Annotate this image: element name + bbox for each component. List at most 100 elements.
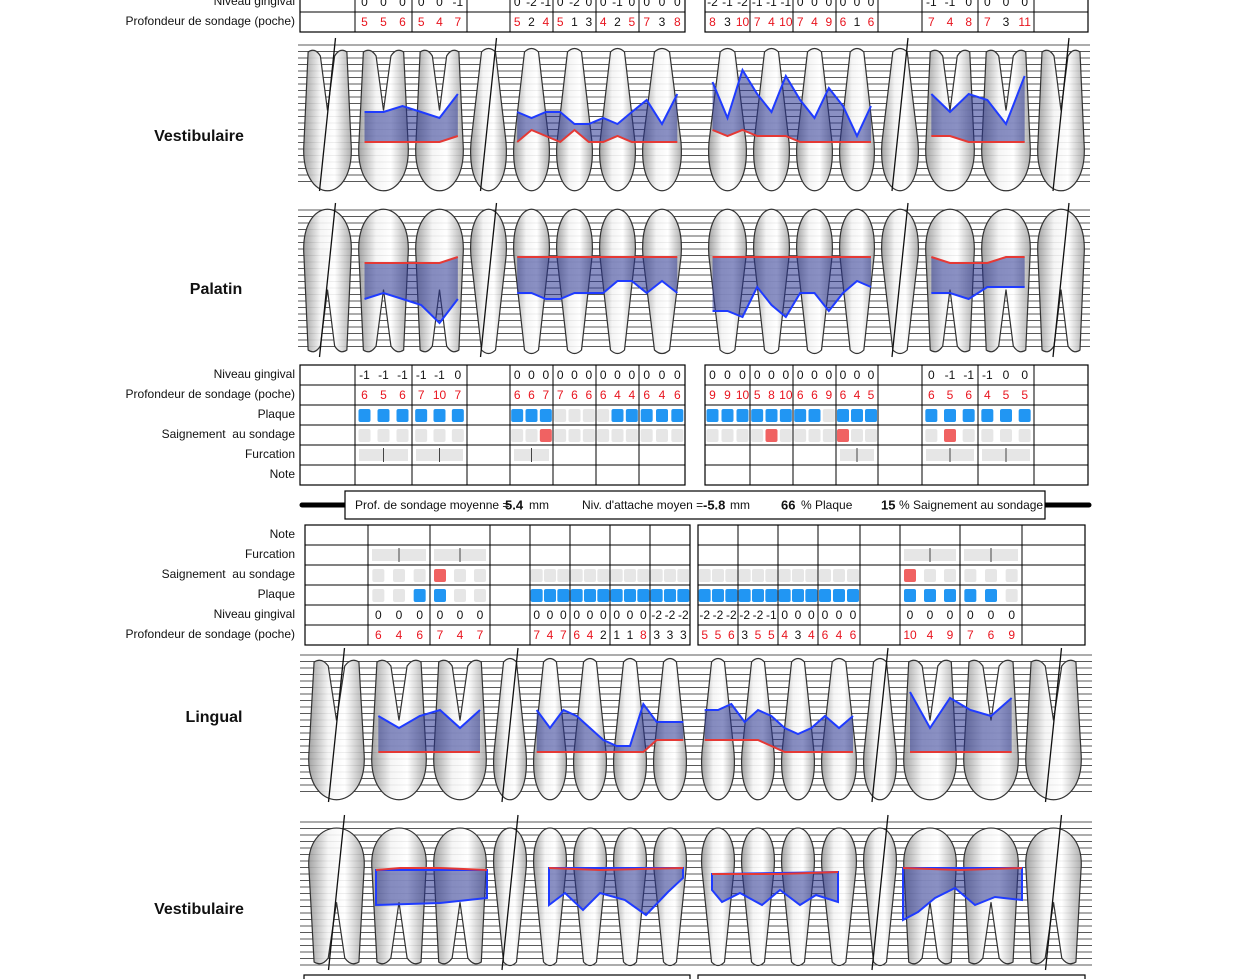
pocket-area	[931, 257, 1025, 299]
probing-depth: 7	[454, 15, 461, 29]
gingival-level: 0	[739, 368, 746, 382]
bleeding-marker	[721, 429, 734, 442]
probing-depth: 9	[724, 388, 731, 402]
gingival-line	[931, 256, 1025, 264]
bleeding-marker	[570, 569, 583, 582]
plaque-marker	[393, 589, 405, 602]
gingival-level: -1	[752, 0, 763, 9]
missing-tooth-mark	[318, 37, 337, 192]
gingival-level: 0	[600, 0, 607, 9]
probing-depth: 4	[854, 388, 861, 402]
bleeding-marker	[1000, 429, 1012, 442]
bleeding-marker	[822, 429, 835, 442]
gingival-level: 0	[514, 0, 521, 9]
row-label: Note	[270, 527, 296, 541]
probing-depth: 8	[709, 15, 716, 29]
gingival-level: 0	[585, 0, 592, 9]
row-label: Note	[270, 467, 296, 481]
missing-tooth-mark	[318, 202, 337, 358]
gingival-level: 0	[781, 608, 788, 622]
bleeding-marker	[454, 569, 466, 582]
plaque-marker	[650, 589, 663, 602]
view-label: Vestibulaire	[154, 128, 244, 145]
gingival-level: -1	[612, 0, 623, 9]
lower-vestibular-pocket	[375, 867, 1023, 922]
probing-depth: 5	[361, 15, 368, 29]
probing-depth: 6	[528, 388, 535, 402]
bleeding-marker	[925, 429, 938, 442]
probing-depth: 9	[825, 15, 832, 29]
probing-depth: 4	[947, 15, 954, 29]
gingival-level: 0	[600, 368, 607, 382]
gingival-level: 0	[613, 608, 620, 622]
probing-depth: 7	[560, 628, 567, 642]
pocket-depth-line	[535, 701, 684, 747]
bleeding-marker	[752, 569, 764, 582]
gingival-level: -1	[945, 0, 956, 9]
probing-depth: 10	[433, 388, 447, 402]
bleeding-marker	[656, 429, 668, 442]
gingival-level: 0	[1021, 368, 1028, 382]
probing-depth: 7	[533, 628, 540, 642]
plaque-marker	[794, 409, 807, 422]
tables: Niveau gingival Profondeur de sondage (po…	[126, 0, 1089, 646]
bleeding-marker	[725, 569, 738, 582]
gingival-line	[364, 256, 459, 264]
probing-depth: 4	[836, 628, 843, 642]
gingival-level: -2	[726, 608, 737, 622]
bleeding-marker	[677, 569, 690, 582]
gingival-level: 0	[795, 608, 802, 622]
bleeding-marker	[610, 569, 623, 582]
gingival-level: 0	[724, 368, 731, 382]
gingival-level: 0	[571, 368, 578, 382]
gingival-level: 0	[361, 0, 368, 9]
view-label: Lingual	[186, 709, 243, 726]
probing-depth: 7	[557, 388, 564, 402]
plaque-marker	[597, 589, 610, 602]
probing-depth: 5	[868, 388, 875, 402]
probing-depth: 5	[1021, 388, 1028, 402]
gingival-level: 0	[754, 368, 761, 382]
missing-tooth-mark	[479, 202, 498, 358]
probing-depth: 6	[573, 628, 580, 642]
pocket-depth-line	[931, 286, 1025, 301]
plaque-pct: 66	[781, 497, 795, 512]
missing-tooth-mark	[1044, 814, 1063, 971]
missing-tooth-mark	[479, 37, 498, 192]
probing-depth: 1	[854, 15, 861, 29]
table-frame	[299, 0, 686, 33]
bleeding-pct: 15	[881, 497, 895, 512]
gingival-level: 0	[947, 608, 954, 622]
gingival-level: 0	[928, 368, 935, 382]
bleeding-marker	[557, 569, 570, 582]
gingival-level: 0	[600, 608, 607, 622]
pocket-depth-line	[517, 279, 678, 300]
bleeding-marker	[944, 429, 956, 442]
probing-depth: 3	[667, 628, 674, 642]
pocket-area	[712, 70, 871, 142]
tooth	[613, 657, 647, 801]
gingival-line	[712, 128, 871, 143]
plaque-marker	[964, 589, 977, 602]
mean-attachment-unit: mm	[730, 498, 750, 512]
gingival-level: 0	[811, 0, 818, 9]
bleeding-marker	[819, 569, 831, 582]
plaque-marker	[415, 409, 428, 422]
gingival-level: -2	[707, 0, 718, 9]
gingival-level: -2	[753, 608, 764, 622]
bleeding-marker	[837, 429, 849, 442]
bleeding-marker	[650, 569, 663, 582]
plaque-marker	[611, 409, 624, 422]
bleeding-marker	[779, 429, 792, 442]
probing-depth: 9	[709, 388, 716, 402]
gingival-level: 0	[640, 608, 647, 622]
gingival-level: -1	[945, 368, 956, 382]
probing-depth: 5	[947, 388, 954, 402]
probing-depth: 5	[380, 388, 387, 402]
plaque-marker	[1018, 409, 1031, 422]
bleeding-marker	[851, 429, 863, 442]
plaque-marker	[656, 409, 668, 422]
plaque-marker	[822, 409, 835, 422]
bleeding-marker	[474, 569, 486, 582]
gingival-level: -1	[378, 368, 389, 382]
